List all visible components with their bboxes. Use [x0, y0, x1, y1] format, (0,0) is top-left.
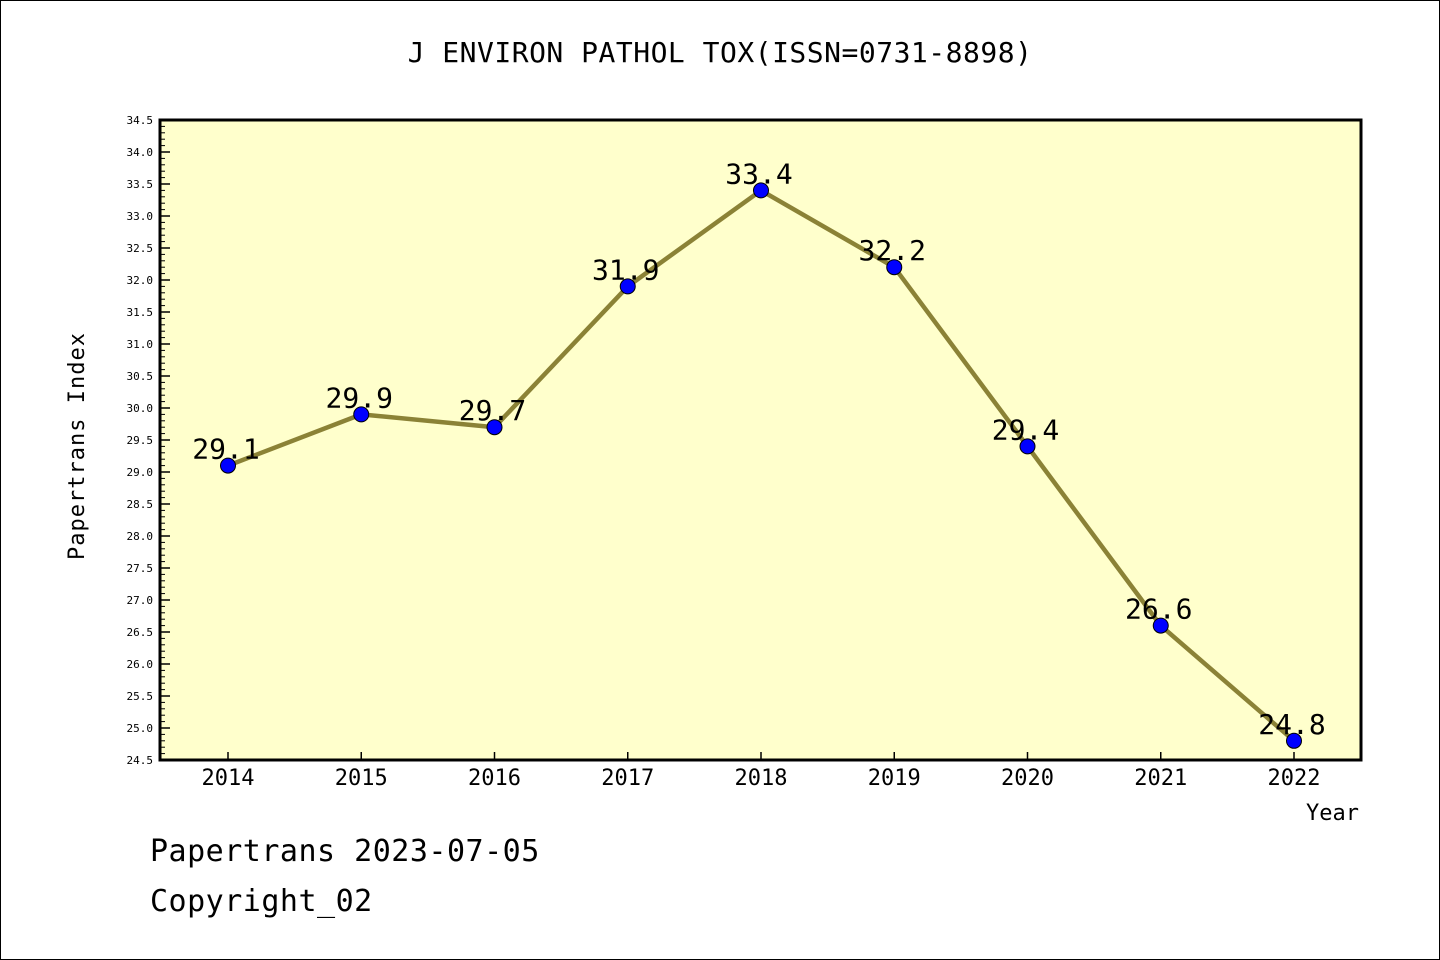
- y-tick-label: 27.0: [127, 594, 154, 607]
- x-tick-label: 2018: [735, 766, 788, 791]
- data-label: 29.1: [192, 433, 259, 466]
- data-point: [1286, 732, 1302, 749]
- plot-area: [158, 118, 1363, 762]
- data-label: 29.7: [459, 394, 526, 427]
- x-tick-label: 2014: [202, 766, 255, 791]
- y-tick-label: 32.5: [127, 242, 154, 255]
- data-label: 26.6: [1125, 593, 1192, 626]
- y-tick-label: 34.0: [127, 146, 154, 159]
- y-tick-label: 28.5: [127, 498, 154, 511]
- x-tick-label: 2020: [1001, 766, 1054, 791]
- data-label: 24.8: [1258, 708, 1325, 741]
- y-tick-label: 31.5: [127, 306, 154, 319]
- data-label: 29.9: [326, 381, 393, 414]
- y-tick-label: 34.5: [127, 114, 154, 127]
- data-point: [753, 182, 769, 199]
- x-axis-ticks: 2014 2015 2016 2017 2018 2019 2020 2021 2022: [202, 752, 1321, 791]
- data-point: [886, 259, 903, 276]
- x-axis-label: Year: [1306, 801, 1359, 826]
- y-tick-label: 29.5: [127, 434, 154, 447]
- chart-title: J ENVIRON PATHOL TOX(ISSN=0731-8898): [407, 36, 1033, 69]
- x-tick-label: 2015: [335, 766, 388, 791]
- data-point: [220, 457, 236, 474]
- x-tick-label: 2017: [601, 766, 654, 791]
- y-tick-label: 26.5: [127, 626, 154, 639]
- y-axis-label: Papertrans Index: [65, 332, 90, 560]
- footer-copyright-text: Copyright_02: [150, 884, 373, 919]
- data-markers: [220, 182, 1302, 749]
- y-tick-label: 25.5: [127, 690, 154, 703]
- x-tick-label: 2016: [468, 766, 521, 791]
- y-tick-label: 30.0: [127, 402, 154, 415]
- x-tick-label: 2019: [868, 766, 921, 791]
- data-labels: 29.1 29.9 29.7 31.9 33.4 32.2 29.4 26.6 24.8: [192, 157, 1325, 740]
- y-tick-label: 24.5: [127, 754, 154, 767]
- data-label: 33.4: [725, 157, 792, 190]
- y-tick-label: 26.0: [127, 658, 154, 671]
- y-tick-label: 33.5: [127, 178, 154, 191]
- y-tick-label: 31.0: [127, 338, 154, 351]
- y-tick-label: 30.5: [127, 370, 154, 383]
- data-point: [1019, 438, 1036, 455]
- y-tick-label: 32.0: [127, 274, 154, 287]
- y-tick-label: 25.0: [127, 722, 154, 735]
- data-point: [486, 419, 503, 436]
- y-tick-label: 28.0: [127, 530, 154, 543]
- y-axis-ticks: 24.5 25.0 25.5 26.0 26.5 27.0 27.5 28.0 28.5 29.0…: [127, 114, 170, 767]
- footer-date-text: Papertrans 2023-07-05: [150, 834, 540, 869]
- data-point: [619, 278, 636, 295]
- data-point: [1152, 617, 1169, 634]
- y-tick-label: 29.0: [127, 466, 154, 479]
- data-label: 32.2: [859, 234, 926, 267]
- y-tick-label: 27.5: [127, 562, 154, 575]
- data-label: 29.4: [992, 413, 1059, 446]
- y-tick-label: 33.0: [127, 210, 154, 223]
- data-label: 31.9: [592, 253, 659, 286]
- x-tick-label: 2022: [1268, 766, 1321, 791]
- data-point: [353, 406, 370, 423]
- x-tick-label: 2021: [1134, 766, 1187, 791]
